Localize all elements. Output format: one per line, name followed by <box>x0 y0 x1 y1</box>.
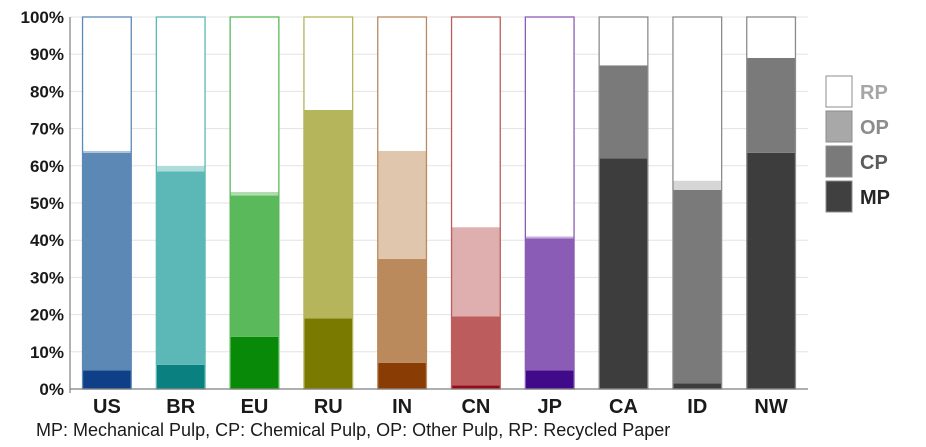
bar-segment <box>230 336 279 389</box>
legend-label: MP <box>860 187 890 209</box>
x-tick-label: US <box>93 396 121 418</box>
bar-segment <box>82 152 132 371</box>
y-tick-label: 30% <box>30 268 64 287</box>
y-tick-label: 20% <box>30 306 64 325</box>
bar-segment <box>451 227 501 317</box>
y-tick-label: 80% <box>30 82 64 101</box>
y-tick-label: 70% <box>30 120 64 139</box>
axes: 0% 10% 20% 30% 40% 50% 60% 70% 80% 90% 100% US BR EU R… <box>21 8 808 418</box>
footnote: MP: Mechanical Pulp, CP: Chemical Pulp, … <box>36 420 671 440</box>
y-tick-label: 50% <box>30 194 64 213</box>
bar-segment <box>156 165 206 172</box>
x-tick-label: IN <box>392 396 412 418</box>
bar-segment <box>377 258 427 363</box>
bar-segment <box>82 370 132 389</box>
x-tick-label: BR <box>166 396 195 418</box>
bar-segment <box>525 238 575 371</box>
x-tick-label: JP <box>537 396 561 418</box>
bar-segment <box>672 17 722 181</box>
bar-segment <box>156 17 206 166</box>
x-tick-label: CA <box>609 396 638 418</box>
x-tick-label: RU <box>314 396 343 418</box>
y-tick-label: 40% <box>30 231 64 250</box>
bar-segment <box>156 171 206 365</box>
bar-segment <box>230 191 279 196</box>
bar-segment <box>303 17 353 110</box>
bar-segment <box>599 158 648 389</box>
bar-segment <box>451 316 501 386</box>
bar-segment <box>377 17 427 151</box>
bar-segment <box>599 65 648 159</box>
x-tick-label: ID <box>687 396 707 418</box>
x-tick-label: NW <box>754 396 787 418</box>
bar-segment <box>525 17 575 237</box>
bar-segment <box>230 17 279 192</box>
legend-label: CP <box>860 152 888 174</box>
bar-segment <box>525 370 575 389</box>
bar-segment <box>746 17 796 58</box>
bar-segment <box>525 236 575 239</box>
x-tick-label: EU <box>241 396 269 418</box>
legend-label: OP <box>860 117 889 139</box>
x-tick-label: CN <box>461 396 490 418</box>
bar-segment <box>672 189 722 384</box>
bar-segment <box>377 362 427 389</box>
bar-segment <box>303 318 353 389</box>
y-tick-label: 0% <box>39 380 64 399</box>
legend-label: RP <box>860 82 888 104</box>
bar-segment <box>451 385 501 389</box>
bar-segment <box>377 150 427 259</box>
bar-segment <box>599 17 648 66</box>
legend: RP OP CP MP <box>825 75 890 213</box>
y-tick-label: 90% <box>30 45 64 64</box>
legend-swatch <box>825 75 853 108</box>
bar-segment <box>672 383 722 389</box>
bar-segment <box>672 180 722 190</box>
legend-swatch <box>825 180 853 213</box>
y-tick-label: 100% <box>21 8 64 27</box>
bars <box>81 16 797 390</box>
bar-segment <box>156 364 206 389</box>
bar-segment <box>746 152 796 389</box>
bar-segment <box>746 57 796 153</box>
bar-segment <box>82 17 132 151</box>
legend-swatch <box>825 110 853 143</box>
bar-segment <box>230 195 279 337</box>
y-tick-label: 60% <box>30 157 64 176</box>
bar-segment <box>303 110 353 319</box>
y-tick-label: 10% <box>30 343 64 362</box>
bar-segment <box>451 17 501 228</box>
legend-swatch <box>825 145 853 178</box>
bar-segment <box>82 150 132 153</box>
